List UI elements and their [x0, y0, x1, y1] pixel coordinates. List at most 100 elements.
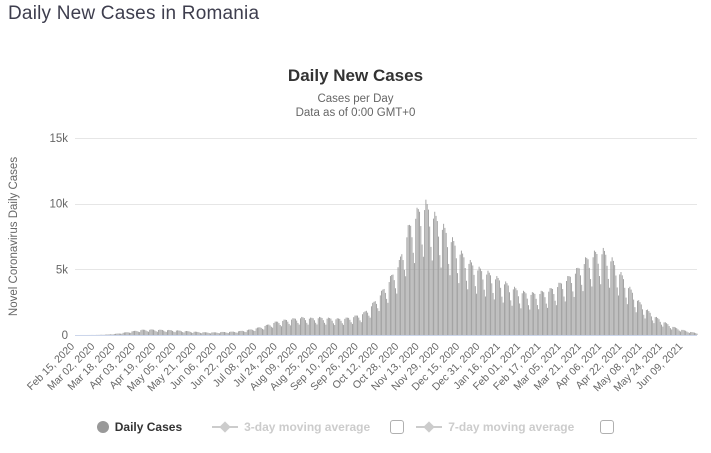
daily-case-bar[interactable]: [231, 331, 233, 335]
daily-case-bar[interactable]: [469, 259, 471, 335]
daily-case-bar[interactable]: [288, 323, 290, 335]
daily-case-bar[interactable]: [327, 317, 329, 335]
daily-case-bar[interactable]: [454, 245, 456, 335]
daily-case-bar[interactable]: [516, 290, 518, 335]
daily-case-bar[interactable]: [388, 282, 390, 335]
daily-case-bar[interactable]: [153, 329, 154, 335]
daily-case-bar[interactable]: [324, 322, 326, 335]
daily-case-bar[interactable]: [434, 211, 436, 335]
daily-case-bar[interactable]: [416, 207, 418, 335]
daily-case-bar[interactable]: [444, 227, 446, 335]
daily-case-bar[interactable]: [440, 267, 442, 335]
daily-case-bar[interactable]: [282, 320, 284, 335]
daily-case-bar[interactable]: [492, 292, 494, 335]
daily-case-bar[interactable]: [549, 288, 551, 335]
daily-case-bar[interactable]: [484, 296, 486, 336]
daily-case-bar[interactable]: [313, 320, 315, 335]
daily-case-bar[interactable]: [544, 297, 546, 335]
daily-case-bar[interactable]: [338, 318, 339, 335]
daily-case-bar[interactable]: [279, 325, 281, 335]
daily-case-bar[interactable]: [563, 296, 565, 335]
daily-case-bar[interactable]: [297, 322, 299, 335]
daily-case-bar[interactable]: [161, 329, 163, 335]
daily-case-bar[interactable]: [474, 286, 476, 335]
daily-case-bar[interactable]: [270, 326, 272, 335]
daily-case-bar[interactable]: [220, 332, 222, 335]
daily-case-bar[interactable]: [192, 332, 194, 335]
daily-case-bar[interactable]: [191, 332, 192, 336]
daily-case-bar[interactable]: [235, 332, 237, 335]
daily-case-bar[interactable]: [582, 291, 584, 335]
daily-case-bar[interactable]: [294, 318, 296, 335]
daily-case-bar[interactable]: [372, 302, 374, 335]
daily-case-bar[interactable]: [471, 262, 472, 335]
daily-case-bar[interactable]: [284, 319, 286, 335]
daily-case-bar[interactable]: [663, 322, 665, 335]
daily-case-bar[interactable]: [303, 317, 305, 335]
daily-case-bar[interactable]: [623, 279, 624, 335]
daily-case-bar[interactable]: [490, 275, 491, 335]
daily-case-bar[interactable]: [614, 265, 616, 335]
daily-case-bar[interactable]: [429, 226, 431, 335]
daily-case-bar[interactable]: [407, 225, 409, 335]
daily-case-bar[interactable]: [596, 254, 598, 335]
daily-case-bar[interactable]: [601, 254, 603, 335]
daily-case-bar[interactable]: [436, 221, 438, 335]
daily-case-bar[interactable]: [449, 275, 451, 335]
daily-case-bar[interactable]: [334, 325, 336, 335]
daily-case-bar[interactable]: [495, 279, 497, 335]
daily-case-bar[interactable]: [567, 276, 569, 335]
daily-case-bar[interactable]: [240, 330, 242, 335]
daily-case-bar[interactable]: [142, 329, 144, 335]
daily-case-bar[interactable]: [199, 332, 201, 335]
daily-case-bar[interactable]: [606, 265, 608, 335]
daily-case-bar[interactable]: [158, 329, 160, 335]
daily-case-bar[interactable]: [315, 322, 317, 335]
daily-case-bar[interactable]: [367, 312, 369, 335]
daily-case-bar[interactable]: [225, 332, 227, 335]
daily-case-bar[interactable]: [535, 298, 537, 335]
daily-case-bar[interactable]: [507, 285, 509, 336]
daily-case-bar[interactable]: [664, 322, 666, 335]
daily-case-bar[interactable]: [126, 332, 128, 335]
daily-case-bar[interactable]: [224, 332, 225, 335]
daily-case-bar[interactable]: [498, 280, 500, 335]
daily-case-bar[interactable]: [686, 331, 688, 335]
daily-case-bar[interactable]: [206, 332, 208, 335]
daily-case-bar[interactable]: [189, 331, 191, 335]
daily-case-bar[interactable]: [595, 251, 597, 335]
daily-case-bar[interactable]: [476, 293, 478, 335]
daily-case-bar[interactable]: [292, 318, 294, 335]
daily-case-bar[interactable]: [311, 317, 313, 335]
daily-case-bar[interactable]: [248, 329, 249, 335]
daily-case-bar[interactable]: [287, 321, 289, 335]
daily-case-bar[interactable]: [111, 334, 113, 335]
daily-case-bar[interactable]: [391, 274, 393, 335]
daily-case-bar[interactable]: [457, 273, 459, 335]
daily-case-bar[interactable]: [479, 268, 481, 335]
daily-case-bar[interactable]: [453, 241, 455, 335]
daily-case-bar[interactable]: [317, 318, 319, 335]
daily-case-bar[interactable]: [591, 286, 593, 335]
daily-case-bar[interactable]: [443, 223, 445, 335]
daily-case-bar[interactable]: [643, 314, 645, 335]
daily-case-bar[interactable]: [425, 199, 427, 335]
daily-case-bar[interactable]: [673, 326, 675, 335]
daily-case-bar[interactable]: [293, 318, 295, 335]
daily-case-bar[interactable]: [237, 331, 239, 335]
daily-case-bar[interactable]: [150, 329, 152, 335]
daily-case-bar[interactable]: [341, 323, 343, 335]
daily-case-bar[interactable]: [587, 259, 589, 335]
daily-case-bar[interactable]: [481, 271, 483, 335]
daily-case-bar[interactable]: [553, 294, 555, 335]
daily-case-bar[interactable]: [500, 287, 502, 335]
daily-case-bar[interactable]: [647, 309, 649, 335]
daily-case-bar[interactable]: [581, 284, 583, 335]
daily-case-bar[interactable]: [210, 333, 211, 335]
daily-case-bar[interactable]: [533, 292, 535, 335]
daily-case-bar[interactable]: [675, 327, 676, 335]
daily-case-bar[interactable]: [462, 253, 464, 335]
daily-case-bar[interactable]: [577, 267, 579, 335]
daily-case-bar[interactable]: [184, 331, 186, 335]
daily-case-bar[interactable]: [580, 275, 581, 335]
